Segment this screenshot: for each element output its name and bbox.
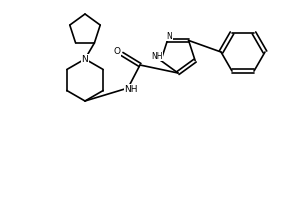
Text: N: N <box>167 32 172 41</box>
Text: O: O <box>113 47 121 56</box>
Text: N: N <box>82 54 88 64</box>
Text: NH: NH <box>124 84 138 94</box>
Text: NH: NH <box>151 52 163 61</box>
